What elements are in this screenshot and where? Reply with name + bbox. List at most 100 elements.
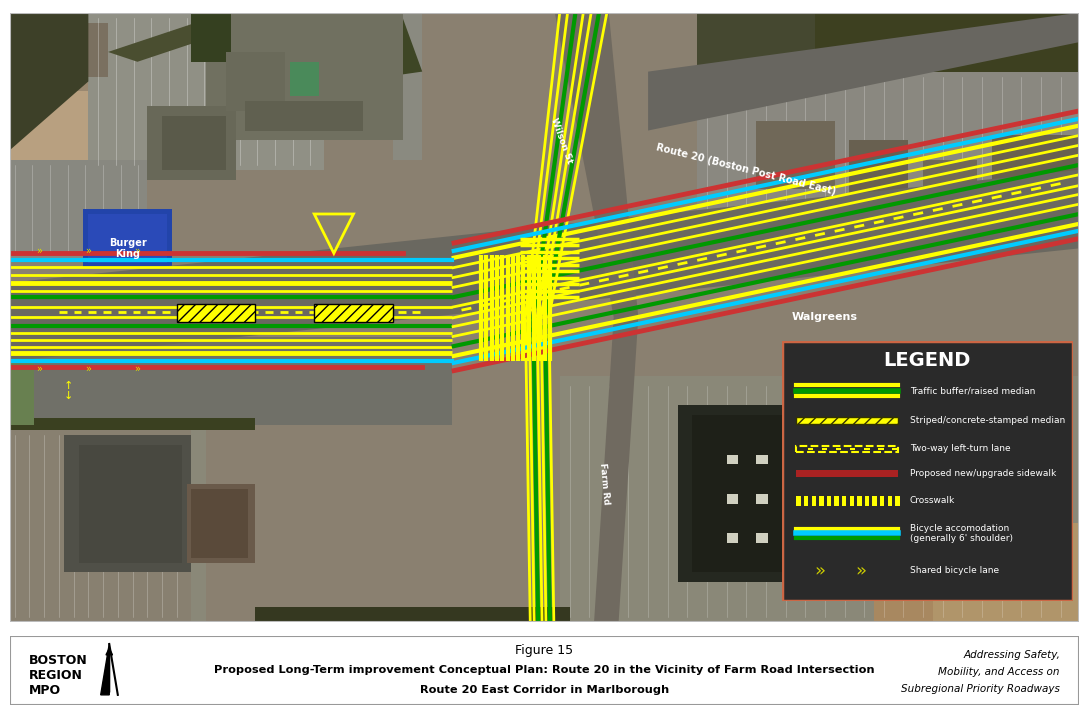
Text: BOSTON: BOSTON	[29, 653, 88, 666]
Bar	[88, 13, 325, 170]
Bar	[884, 494, 963, 562]
Bar	[560, 376, 1079, 621]
Bar	[10, 430, 192, 621]
Bar	[78, 445, 182, 562]
Text: Traffic buffer/raised median: Traffic buffer/raised median	[909, 386, 1036, 395]
Bar	[815, 533, 827, 543]
Text: Proposed new/upgrade sidewalk: Proposed new/upgrade sidewalk	[909, 469, 1056, 478]
Bar	[206, 13, 403, 140]
Text: Subregional Priority Roadways: Subregional Priority Roadways	[901, 683, 1060, 694]
Bar	[726, 454, 738, 464]
Bar	[889, 499, 953, 557]
Bar	[842, 496, 846, 506]
Bar	[849, 496, 854, 506]
Bar	[10, 13, 88, 189]
Text: »: »	[815, 562, 825, 580]
Bar	[796, 470, 898, 477]
Text: »: »	[85, 364, 91, 374]
Text: REGION: REGION	[29, 669, 83, 682]
Bar	[923, 523, 1079, 621]
Bar	[726, 533, 738, 543]
Bar	[888, 496, 892, 506]
Bar	[147, 106, 235, 180]
Polygon shape	[100, 644, 109, 695]
Polygon shape	[10, 170, 1079, 361]
Bar	[756, 454, 768, 464]
Text: Mobility, and Access on: Mobility, and Access on	[939, 667, 1060, 677]
Text: Shared bicycle lane: Shared bicycle lane	[909, 567, 999, 575]
Text: Two-way left-turn lane: Two-way left-turn lane	[909, 444, 1011, 454]
Bar	[10, 346, 35, 425]
Bar	[880, 496, 884, 506]
Polygon shape	[595, 317, 638, 621]
Bar	[849, 140, 908, 199]
Bar	[697, 13, 815, 91]
Bar	[10, 425, 206, 621]
Bar	[88, 214, 167, 263]
Bar	[796, 496, 800, 506]
Bar	[815, 454, 827, 464]
Bar	[245, 101, 364, 131]
Text: »: »	[135, 364, 140, 374]
Text: LEGEND: LEGEND	[883, 351, 971, 370]
Bar	[225, 52, 284, 111]
FancyBboxPatch shape	[10, 636, 1079, 705]
Bar	[693, 415, 865, 572]
Bar	[815, 494, 827, 503]
Bar	[84, 209, 172, 268]
Text: »: »	[855, 562, 866, 580]
Bar	[176, 304, 255, 322]
Bar	[874, 572, 933, 621]
Text: Bicycle accomodation
(generally 6' shoulder): Bicycle accomodation (generally 6' shoul…	[909, 523, 1013, 543]
Text: Striped/concrete-stamped median: Striped/concrete-stamped median	[909, 416, 1065, 425]
Bar	[895, 496, 900, 506]
Text: Route 20 East Corridor in Marlborough: Route 20 East Corridor in Marlborough	[420, 685, 669, 695]
Text: Route 20 (Boston Post Road East): Route 20 (Boston Post Road East)	[656, 143, 837, 197]
Bar	[756, 494, 768, 503]
Bar	[10, 13, 118, 91]
Text: MPO: MPO	[29, 684, 61, 697]
Bar	[677, 405, 874, 582]
Polygon shape	[108, 13, 225, 62]
Bar	[20, 23, 108, 77]
Bar	[834, 496, 839, 506]
Bar	[992, 135, 1079, 189]
Text: ↓: ↓	[64, 390, 73, 401]
Bar	[819, 496, 823, 506]
Bar	[857, 496, 861, 506]
Text: »: »	[85, 245, 91, 255]
Bar	[162, 116, 225, 170]
Bar	[10, 337, 452, 425]
Bar	[785, 533, 797, 543]
Bar	[756, 121, 834, 189]
Text: Figure 15: Figure 15	[515, 644, 574, 658]
Bar	[64, 435, 192, 572]
Bar	[186, 484, 255, 562]
Bar	[192, 489, 248, 557]
Bar	[756, 533, 768, 543]
Bar	[10, 418, 255, 430]
Polygon shape	[10, 13, 88, 150]
Polygon shape	[648, 13, 1079, 131]
Bar	[290, 62, 319, 96]
Bar	[796, 417, 898, 424]
Bar	[697, 72, 1079, 248]
Text: »: »	[36, 364, 42, 374]
Text: »: »	[36, 245, 42, 255]
Bar	[785, 454, 797, 464]
FancyBboxPatch shape	[782, 341, 1073, 601]
Bar	[315, 304, 393, 322]
Bar	[192, 13, 231, 62]
Bar	[795, 13, 1079, 140]
Bar	[796, 446, 898, 452]
Bar	[804, 496, 808, 506]
Bar	[827, 496, 831, 506]
Bar	[785, 494, 797, 503]
Polygon shape	[554, 13, 638, 317]
Text: Burger
King: Burger King	[109, 237, 147, 260]
Bar	[865, 496, 869, 506]
Text: »: »	[135, 245, 140, 255]
Text: Crosswalk: Crosswalk	[909, 496, 955, 506]
Bar	[393, 13, 423, 160]
Text: Walgreens: Walgreens	[792, 312, 858, 322]
